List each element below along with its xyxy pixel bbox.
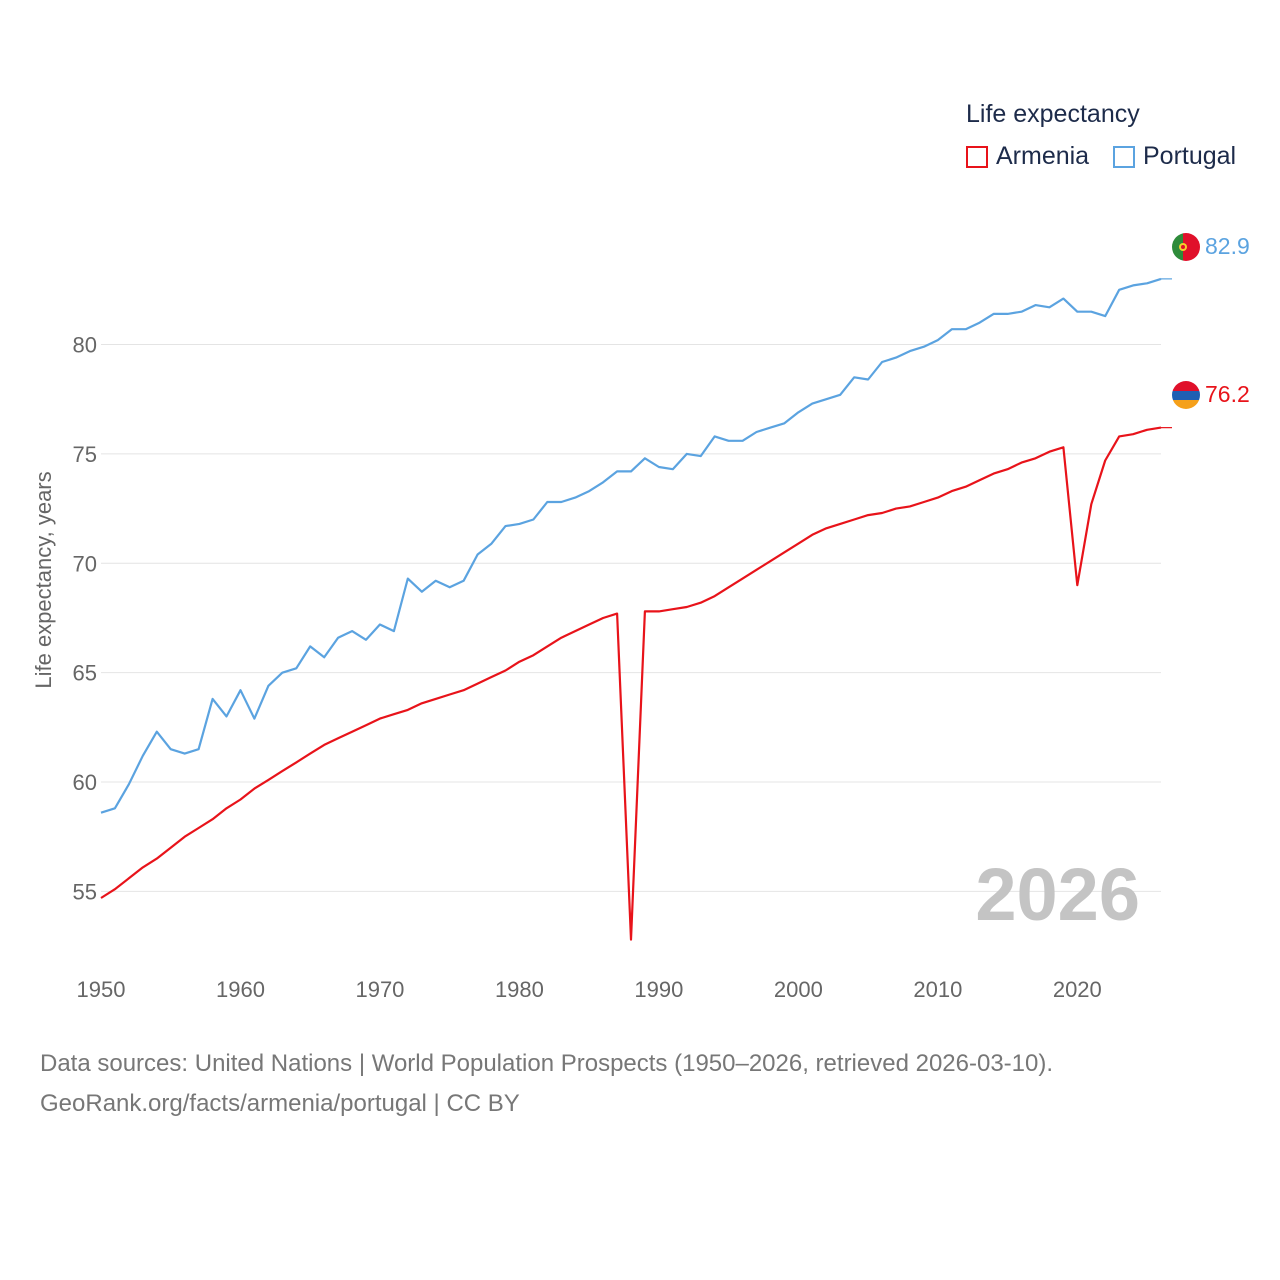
portugal-flag-icon [1172,233,1200,261]
y-axis-ticks: 55 60 65 70 75 80 [73,333,97,905]
y-tick-label: 55 [73,879,97,904]
x-tick-label: 1970 [355,977,404,1002]
source-line-1: Data sources: United Nations | World Pop… [40,1050,1054,1077]
legend-item-armenia[interactable]: Armenia [966,142,1089,171]
series-line-portugal [100,277,1162,814]
armenia-end-label: 76.2 [1205,381,1250,407]
x-tick-label: 1950 [77,977,126,1002]
source-line-2[interactable]: GeoRank.org/facts/armenia/portugal | CC … [40,1090,520,1117]
x-tick-label: 1980 [495,977,544,1002]
legend-label-armenia: Armenia [996,142,1090,170]
grid-lines [101,344,1161,892]
series-line-armenia [100,426,1162,941]
portugal-end-label: 82.9 [1205,233,1250,259]
x-tick-label: 2010 [913,977,962,1002]
x-tick-label: 2020 [1053,977,1102,1002]
x-axis-ticks: 1950 1960 1970 1980 1990 2000 2010 2020 [77,977,1102,1002]
y-tick-label: 70 [73,551,97,576]
x-tick-label: 1960 [216,977,265,1002]
x-tick-label: 2000 [774,977,823,1002]
armenia-legend-swatch [966,145,988,168]
source-note: Data sources: United Nations | World Pop… [40,1044,1053,1124]
y-tick-label: 60 [73,770,97,795]
portugal-legend-swatch [1113,145,1135,168]
legend-label-portugal: Portugal [1143,142,1237,170]
legend-item-portugal[interactable]: Portugal [1113,142,1236,171]
armenia-flag-icon [1172,381,1200,409]
legend-title: Life expectancy [966,100,1140,128]
y-tick-label: 80 [73,333,97,358]
y-tick-label: 65 [73,661,97,686]
y-tick-label: 75 [73,442,97,467]
y-axis-title: Life expectancy, years [31,471,56,688]
series-lines [100,277,1172,941]
year-watermark: 2026 [975,853,1140,936]
x-tick-label: 1990 [634,977,683,1002]
